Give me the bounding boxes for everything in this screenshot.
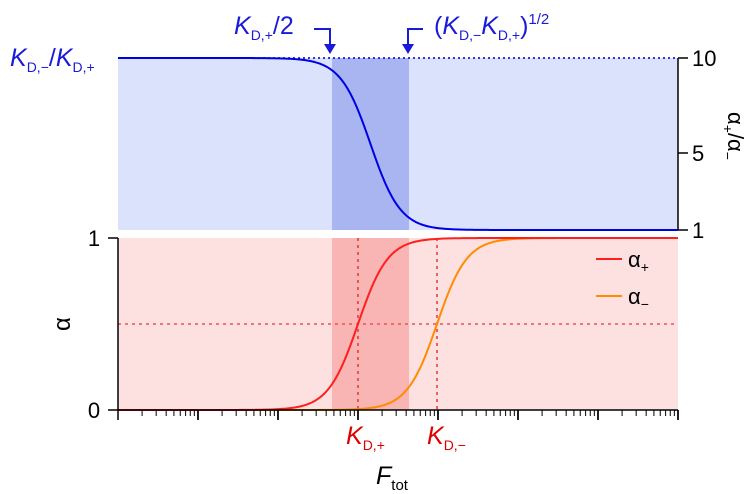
ref-slash: /	[49, 44, 56, 72]
top-ylabel-slash: /α	[723, 133, 748, 152]
legend: α+ α−	[596, 247, 649, 312]
xtick2-sub: D,−	[444, 437, 466, 453]
x-axis-label: Ftot	[376, 462, 409, 494]
xtick-label-kd-minus: KD,−	[427, 422, 466, 453]
legend1-alpha: α	[628, 247, 641, 272]
top-ylabel-sub2: −	[720, 152, 736, 160]
ref-sub1: D,−	[27, 59, 49, 75]
xtick2-k: K	[427, 422, 445, 450]
legend-label-alpha-plus: α+	[628, 247, 649, 275]
top-reference-label: KD,−/KD,+	[10, 44, 95, 75]
annotation-geometric-mean: (KD,−KD,+)1/2	[434, 11, 549, 43]
xtick1-k: K	[346, 422, 364, 450]
bottom-ytick-label-0: 0	[88, 398, 100, 423]
arrow-head-icon	[402, 44, 414, 54]
ann2-sub1: D,−	[459, 27, 481, 43]
xlabel-f: F	[376, 462, 393, 490]
arrow-head-icon	[324, 44, 336, 54]
ann2-k1: K	[442, 12, 460, 40]
xtick1-sub: D,+	[363, 437, 385, 453]
top-panel: 10 5 1 α+/α− KD,−/KD,+ KD,+/2 (KD,−KD,+)…	[10, 11, 748, 243]
bottom-panel: 1 0 α KD,+ KD,− Ftot α+ α−	[49, 226, 679, 494]
legend-label-alpha-minus: α−	[628, 284, 649, 312]
ann1-k: K	[234, 12, 252, 40]
arrow-down-icon	[407, 28, 423, 50]
bottom-ytick-label-1: 1	[88, 226, 100, 251]
ref-k1: K	[10, 44, 28, 72]
ann2-paren-open: (	[434, 12, 443, 40]
top-ylabel-sub1: +	[720, 125, 736, 133]
legend2-alpha: α	[628, 284, 641, 309]
ref-k2: K	[56, 44, 74, 72]
top-ytick-label-10: 10	[692, 46, 716, 71]
top-ylabel: α+/α−	[720, 112, 748, 160]
top-ytick-label-1: 1	[692, 218, 704, 243]
ann2-exponent: 1/2	[528, 11, 549, 28]
legend1-sub: +	[641, 259, 649, 275]
top-ytick-label-5: 5	[692, 141, 704, 166]
ann2-paren-close: )	[520, 12, 528, 40]
top-ylabel-alpha: α	[723, 112, 748, 125]
xlabel-sub: tot	[391, 477, 409, 494]
top-ratio-curve	[118, 57, 678, 231]
x-axis-ticks	[117, 410, 679, 420]
bottom-ylabel: α	[49, 317, 76, 331]
ann1-sub: D,+	[251, 27, 273, 43]
xtick-label-kd-plus: KD,+	[346, 422, 385, 453]
annotation-kd-plus-half: KD,+/2	[234, 12, 294, 43]
ann2-sub2: D,+	[498, 27, 520, 43]
legend2-sub: −	[641, 296, 649, 312]
arrow-down-icon	[314, 28, 331, 50]
ann1-rest: /2	[273, 12, 294, 40]
ref-sub2: D,+	[73, 59, 95, 75]
ann2-k2: K	[481, 12, 499, 40]
